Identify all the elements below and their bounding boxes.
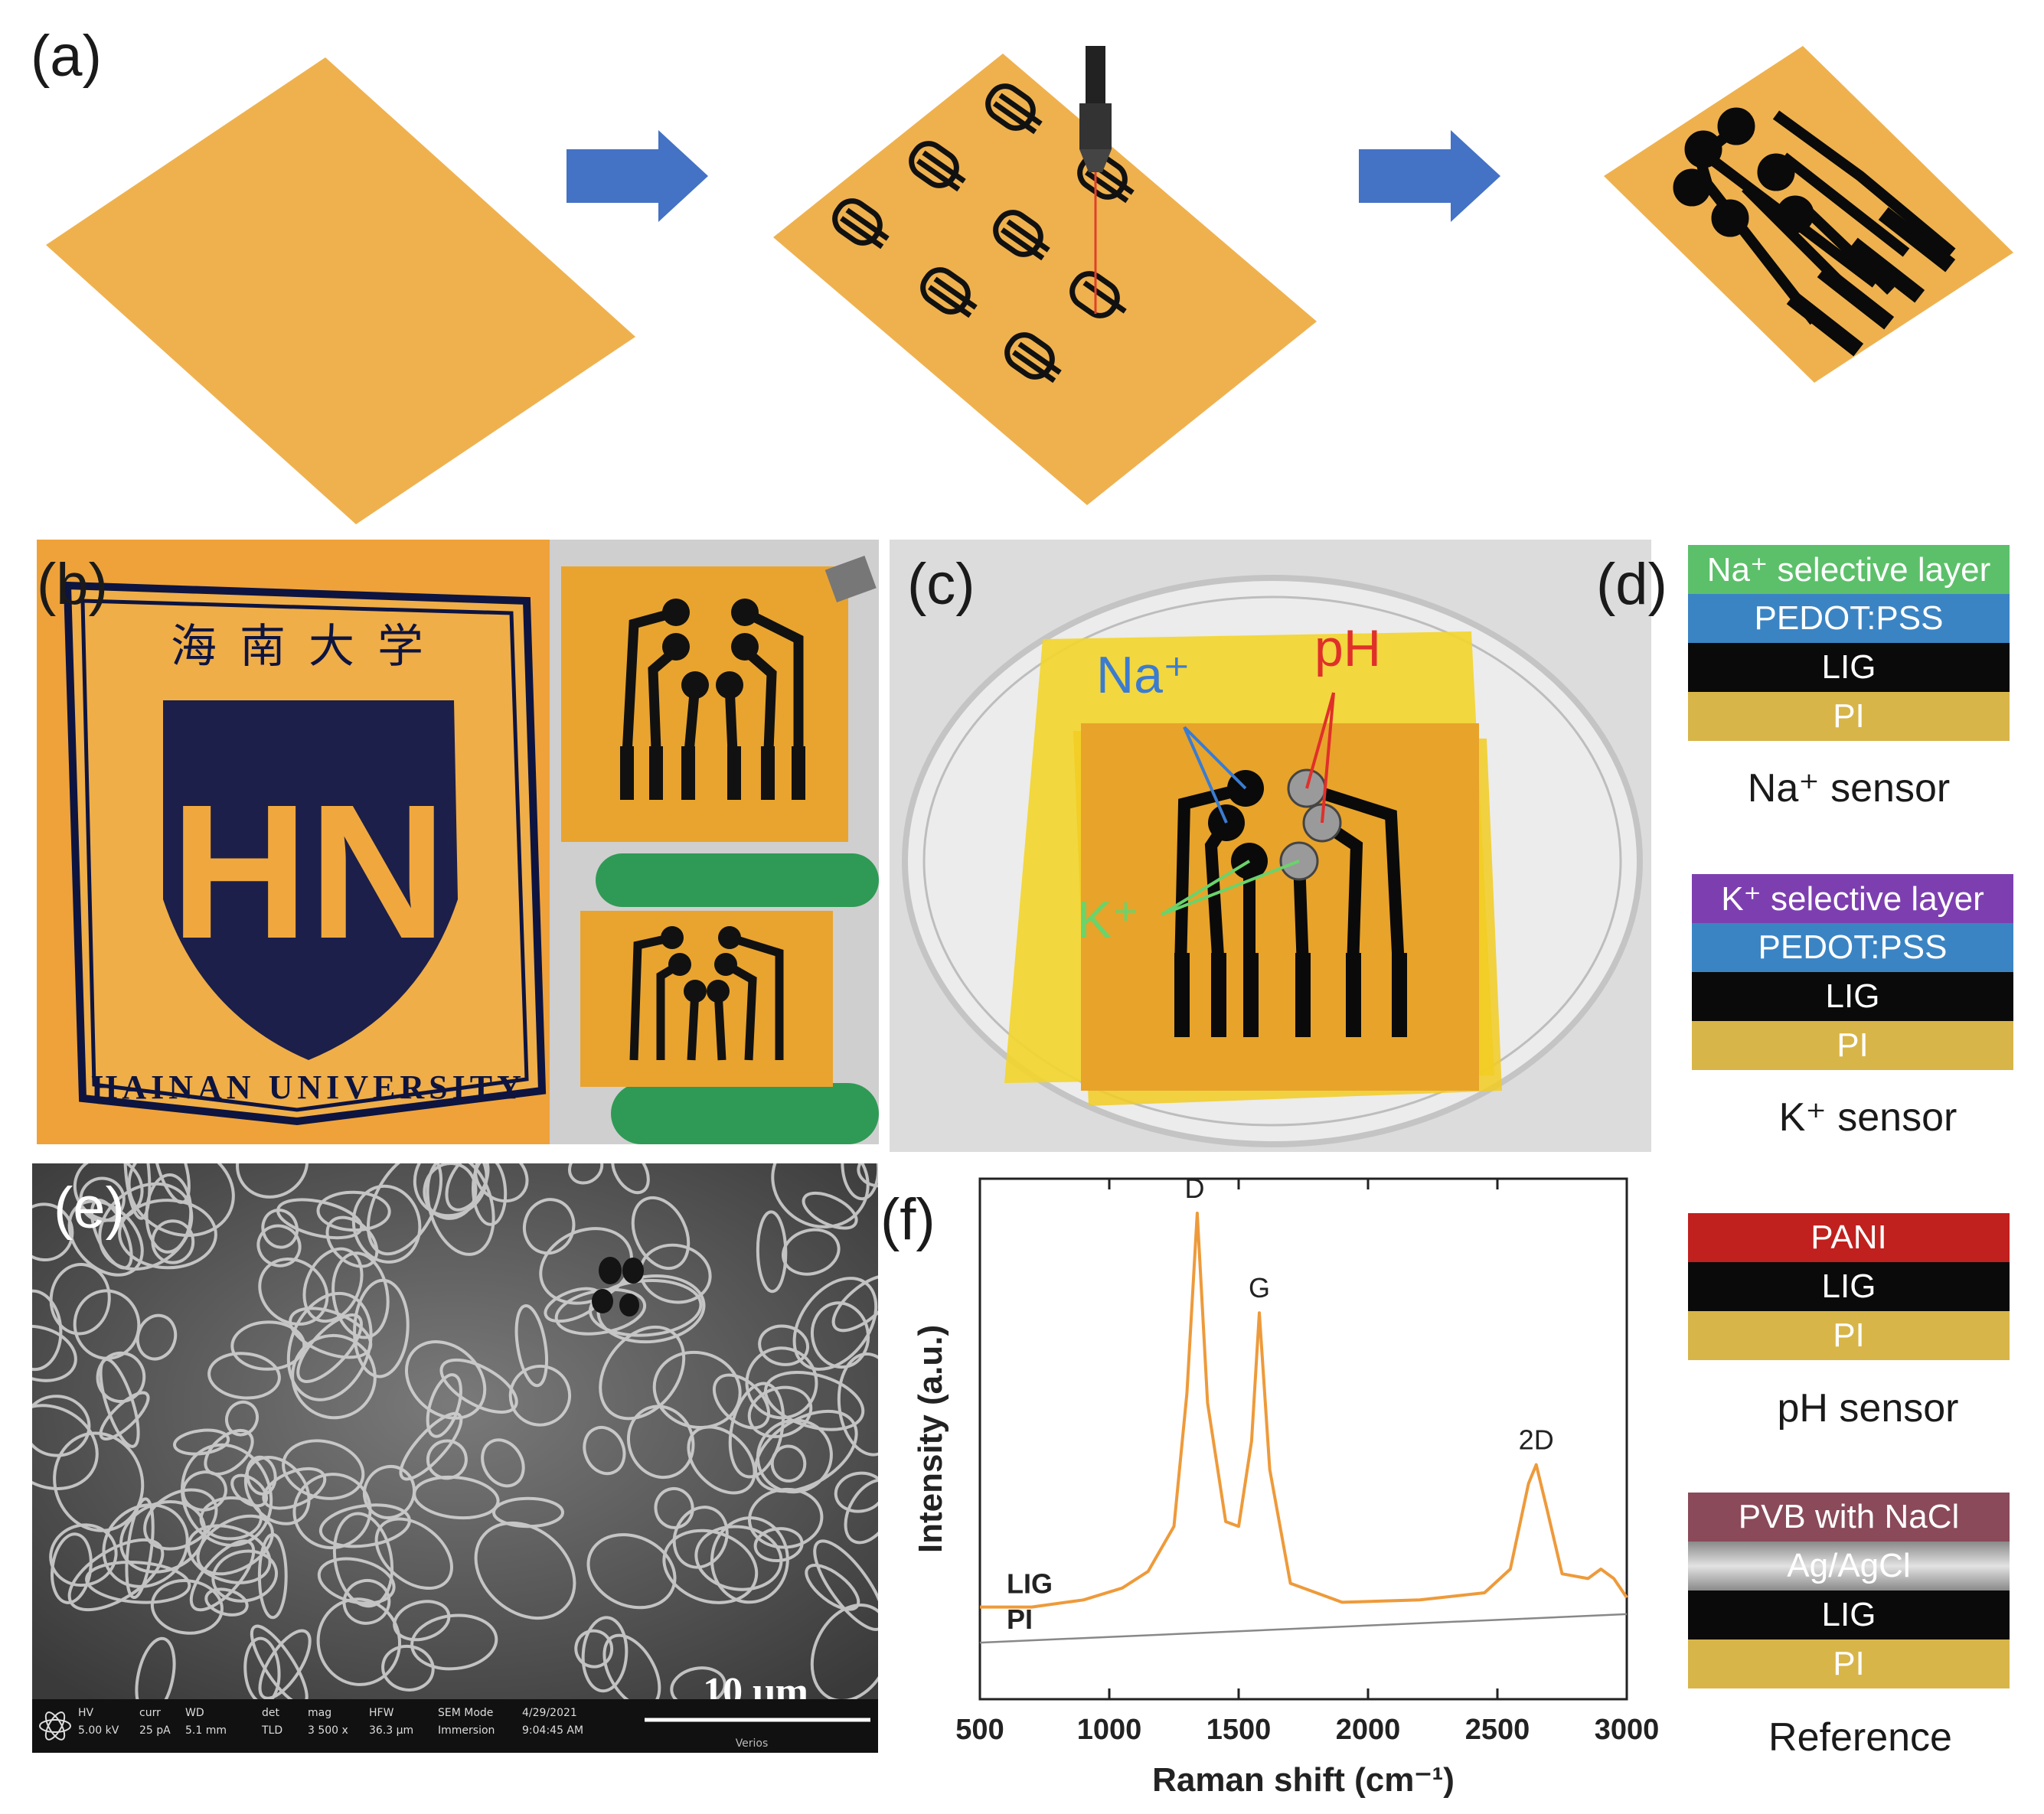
peak-label: 2D — [1519, 1424, 1554, 1456]
k-sensor-stack: K⁺ selective layer PEDOT:PSS LIG PI — [1692, 874, 2013, 1070]
na-selective-layer: Na⁺ selective layer — [1688, 545, 2010, 594]
x-tick-label: 1000 — [1077, 1714, 1142, 1746]
panel-label-f: (f) — [880, 1187, 935, 1252]
sem-info-value: 5.1 mm — [185, 1724, 227, 1737]
sem-info-header: curr — [139, 1707, 161, 1719]
sem-info-header: 4/29/2021 — [522, 1707, 577, 1719]
panel-label-b: (b) — [37, 552, 108, 617]
pi-sheet-blank — [46, 57, 635, 524]
sem-brand: Verios — [736, 1737, 769, 1750]
sem-info-header: SEM Mode — [438, 1707, 493, 1719]
sem-info-value: 3 500 x — [308, 1724, 348, 1737]
na-sensor-caption: Na⁺ sensor — [1747, 766, 1951, 811]
label-k-plus: K⁺ — [1077, 891, 1139, 949]
sem-info-header: HV — [78, 1707, 94, 1719]
y-axis-label: Intensity (a.u.) — [912, 1325, 949, 1553]
na-pedot-layer: PEDOT:PSS — [1688, 594, 2010, 643]
label-ph: pH — [1314, 619, 1381, 677]
panel-label-c: (c) — [907, 552, 975, 617]
panel-label-d: (d) — [1596, 552, 1667, 617]
sem-info-value: 9:04:45 AM — [522, 1724, 583, 1737]
sem-info-value: Immersion — [438, 1724, 495, 1737]
logo-letters: HN — [170, 765, 446, 978]
sem-info-header: WD — [185, 1707, 204, 1719]
series-line-pi — [979, 1613, 1628, 1644]
panel-b-photo-bent — [550, 853, 879, 1144]
k-selective-layer: K⁺ selective layer — [1692, 874, 2013, 923]
sem-info-value: 5.00 kV — [78, 1724, 119, 1737]
panel-b-photo-flat — [550, 540, 879, 853]
panel-a-schematic — [46, 46, 2013, 524]
na-pi-layer: PI — [1688, 692, 2010, 741]
peak-label: G — [1249, 1272, 1270, 1303]
sem-info-value: 25 pA — [139, 1724, 171, 1737]
na-lig-layer: LIG — [1688, 643, 2010, 692]
university-chinese-name: 海南大学 — [171, 620, 446, 674]
k-sensor-caption: K⁺ sensor — [1778, 1095, 1957, 1140]
na-sensor-stack: Na⁺ selective layer PEDOT:PSS LIG PI — [1688, 545, 2010, 741]
k-pi-layer: PI — [1692, 1021, 2013, 1070]
x-axis-label: Raman shift (cm⁻¹) — [1152, 1761, 1455, 1799]
logo-shield — [163, 700, 458, 1060]
ph-pi-layer: PI — [1688, 1311, 2010, 1360]
panel-b-photo-logo: HN 海南大学 HAINAN UNIVERSITY — [37, 540, 550, 1144]
raman-chart: 500 1000 1500 2000 2500 3000 Raman shift (cm⁻¹… — [912, 1173, 1660, 1799]
peak-label: D — [1185, 1173, 1205, 1204]
sem-info-header: mag — [308, 1707, 331, 1719]
sem-info-header: HFW — [369, 1707, 394, 1719]
sem-info-value: TLD — [261, 1724, 282, 1737]
ref-pvb-layer: PVB with NaCl — [1688, 1493, 2010, 1542]
process-arrow-2 — [1359, 130, 1500, 222]
university-arc-text: HAINAN UNIVERSITY — [91, 1068, 526, 1106]
panel-label-a: (a) — [31, 24, 102, 89]
ref-pi-layer: PI — [1688, 1639, 2010, 1688]
pi-sheet-patterned — [773, 54, 1317, 505]
x-tick-label: 2500 — [1465, 1714, 1530, 1746]
x-tick-label: 2000 — [1336, 1714, 1401, 1746]
x-tick-label: 500 — [955, 1714, 1004, 1746]
reference-stack: PVB with NaCl Ag/AgCl LIG PI — [1688, 1493, 2010, 1688]
panel-label-e: (e) — [54, 1176, 125, 1241]
panel-e-sem-image: 10 μm HV curr WD det mag HFW SEM Mode 4/29/2021… — [32, 1163, 878, 1753]
label-na-plus: Na⁺ — [1096, 646, 1190, 704]
x-tick-label: 1500 — [1206, 1714, 1272, 1746]
ref-lig-layer: LIG — [1688, 1591, 2010, 1639]
panel-c-photo: Na⁺ pH K⁺ — [890, 540, 1651, 1152]
ph-lig-layer: LIG — [1688, 1262, 2010, 1311]
series-label-pi: PI — [1007, 1604, 1033, 1635]
sensor-patch — [1081, 723, 1479, 1091]
sem-info-value: 36.3 μm — [369, 1724, 413, 1737]
ph-sensor-caption: pH sensor — [1777, 1386, 1959, 1431]
series-label-lig: LIG — [1007, 1568, 1053, 1600]
sem-atom-icon — [39, 1711, 71, 1741]
process-arrow-1 — [567, 130, 708, 222]
series-line-lig — [980, 1212, 1628, 1609]
sem-info-header: det — [262, 1707, 280, 1719]
ph-pani-layer: PANI — [1688, 1213, 2010, 1262]
sensor-electrodes — [1673, 107, 1956, 357]
ref-agcl-layer: Ag/AgCl — [1688, 1542, 2010, 1591]
reference-caption: Reference — [1768, 1715, 1952, 1760]
laser-head-icon — [1079, 46, 1112, 314]
x-tick-label: 3000 — [1595, 1714, 1660, 1746]
ph-sensor-stack: PANI LIG PI — [1688, 1213, 2010, 1360]
plot-frame — [978, 1177, 1628, 1701]
k-pedot-layer: PEDOT:PSS — [1692, 923, 2013, 972]
porous-network — [32, 1163, 878, 1718]
k-lig-layer: LIG — [1692, 972, 2013, 1021]
